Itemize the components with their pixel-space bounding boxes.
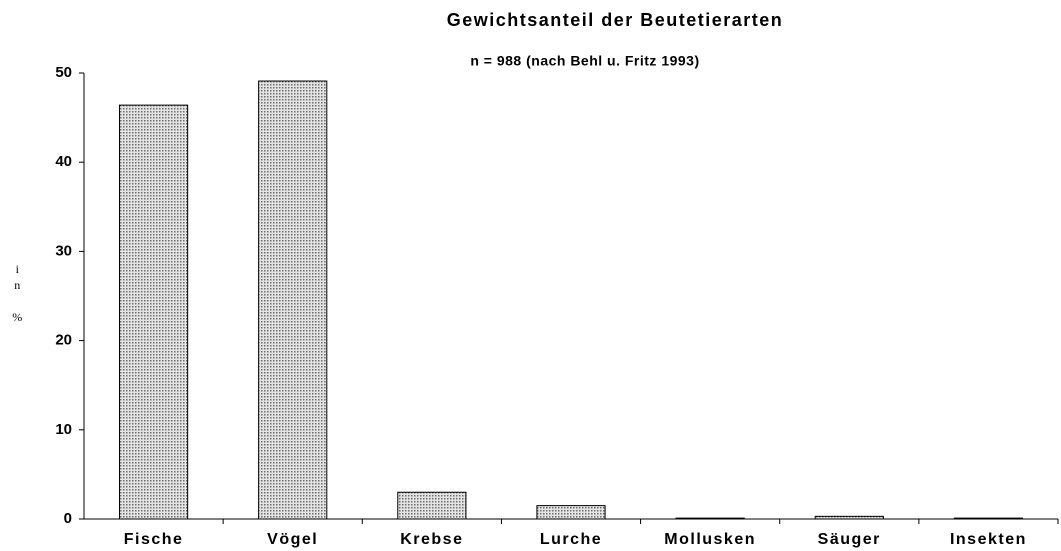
x-tick-label: Lurche [540,531,602,548]
x-tick-label: Insekten [950,531,1027,548]
bar [814,515,884,520]
chart-title: Gewichtsanteil der Beutetierarten [447,10,784,30]
bar [536,505,606,520]
x-tick-label: Mollusken [664,531,756,548]
bar [258,80,328,520]
y-tick-label: 40 [55,153,72,170]
x-tick-label: Fische [124,531,184,548]
x-tick-label: Säuger [818,531,881,548]
y-tick-label: 20 [55,332,72,349]
bar [953,517,1024,520]
bar [397,491,467,520]
y-tick-label: 30 [55,242,72,259]
chart-subtitle: n = 988 (nach Behl u. Fritz 1993) [470,53,699,69]
y-tick-label: 50 [55,64,72,81]
y-axis-label: in % [10,262,24,326]
bar [118,104,189,520]
bar [675,517,745,520]
y-tick-label: 10 [55,421,72,438]
x-tick-label: Krebse [400,531,463,548]
y-tick-label: 0 [64,510,72,527]
x-tick-label: Vögel [267,531,318,548]
